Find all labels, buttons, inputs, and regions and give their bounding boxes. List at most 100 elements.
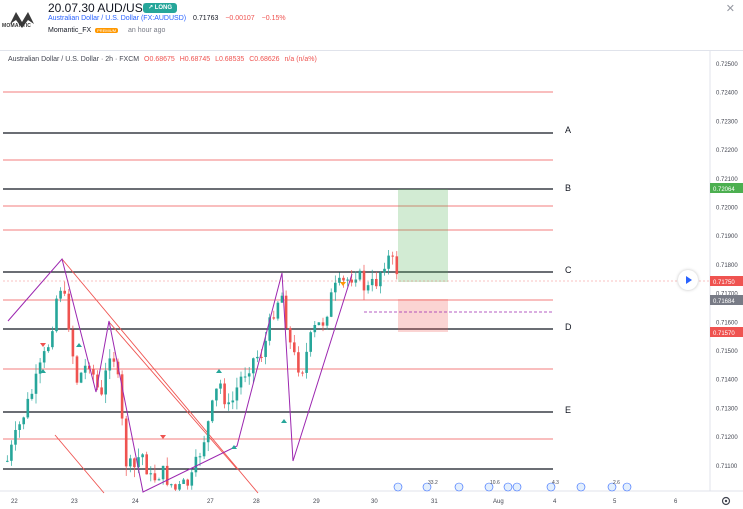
candle-body xyxy=(194,456,198,473)
candle-body xyxy=(264,340,267,358)
price-tick-label: 0.71200 xyxy=(716,435,738,441)
time-axis[interactable]: 22 23 24 27 28 29 30 31 Aug 4 5 6 xyxy=(11,499,678,505)
down-marker-icon xyxy=(340,282,346,286)
candle-body xyxy=(100,387,103,395)
time-tick-label: 23 xyxy=(71,499,78,505)
logo-text: MOMANTIC xyxy=(2,23,32,29)
premium-badge: PREMIUM xyxy=(95,27,119,33)
candle-body xyxy=(112,358,116,362)
event-flag-icon[interactable] xyxy=(546,482,556,492)
price-tag-entry-label: 0.71684 xyxy=(713,299,735,305)
event-flag-icon[interactable] xyxy=(484,482,494,492)
candle-body xyxy=(6,460,9,462)
candle-body xyxy=(346,279,349,281)
momantic-logo-icon[interactable] xyxy=(4,6,40,42)
long-badge-label: LONG xyxy=(154,5,173,11)
candle-body xyxy=(395,256,399,275)
price-tick-label: 0.71700 xyxy=(716,292,738,298)
up-marker-icon xyxy=(76,343,82,347)
event-flag-icon[interactable] xyxy=(512,482,522,492)
candle-body xyxy=(190,472,194,486)
chart-area[interactable]: A B C D E 0.72500 0.72 xyxy=(0,50,743,508)
up-marker-icon xyxy=(216,369,222,373)
candle-body xyxy=(211,400,214,422)
time-tick-label: Aug xyxy=(493,499,504,505)
time-ago: an hour ago xyxy=(127,27,166,34)
long-badge: ↗ LONG xyxy=(143,3,178,13)
legend-open: O0.68675 xyxy=(144,56,175,63)
play-button[interactable] xyxy=(678,270,698,290)
price-tick-label: 0.72500 xyxy=(716,62,738,68)
candle-body xyxy=(75,356,79,383)
legend-change: n/a (n/a%) xyxy=(284,56,317,63)
down-marker-icon xyxy=(160,435,166,439)
event-value-label: 10.6 xyxy=(490,480,500,486)
candle-body xyxy=(18,424,21,430)
candle-body xyxy=(137,457,140,468)
horizontal-levels xyxy=(3,91,553,470)
event-flag-icon[interactable] xyxy=(393,482,403,492)
candle-body xyxy=(67,293,71,330)
candle-body xyxy=(129,458,132,467)
event-flag-icon[interactable] xyxy=(422,482,432,492)
event-flag-icon[interactable] xyxy=(607,482,617,492)
candle-body xyxy=(145,454,148,475)
candle-body xyxy=(133,458,136,468)
up-marker-icon xyxy=(281,419,287,423)
level-label-d: D xyxy=(565,322,572,332)
close-icon[interactable]: ✕ xyxy=(725,3,735,15)
price-tag-target: 0.72064 xyxy=(710,183,743,193)
candle-body xyxy=(149,473,153,475)
symbol-link[interactable]: Australian Dollar / U.S. Dollar (FX:AUDU… xyxy=(48,15,187,22)
candle-body xyxy=(223,383,226,405)
idea-header: MOMANTIC 20.07.30 AUD/USD ↗ LONG Austral… xyxy=(0,0,743,50)
time-tick-label: 30 xyxy=(371,499,378,505)
price-change: −0.00107 xyxy=(225,15,255,22)
candle-body xyxy=(206,421,210,443)
candle-body xyxy=(280,295,284,303)
level-label-b: B xyxy=(565,183,571,193)
profit-zone[interactable] xyxy=(398,189,448,282)
candle-body xyxy=(26,398,30,418)
price-axis[interactable]: 0.72500 0.72400 0.72300 0.72200 0.72100 0.720… xyxy=(716,62,738,470)
candle-body xyxy=(387,255,390,269)
settings-gear-icon[interactable] xyxy=(721,496,731,506)
candle-body xyxy=(55,298,58,332)
candle-body xyxy=(14,429,17,445)
price-tick-label: 0.72000 xyxy=(716,206,738,212)
time-tick-label: 5 xyxy=(613,499,617,505)
candle-body xyxy=(239,376,243,388)
event-value-label: 2.6 xyxy=(613,480,620,486)
economic-events[interactable]: 33.2 10.6 4.3 2.6 xyxy=(393,480,632,492)
event-flag-icon[interactable] xyxy=(576,482,586,492)
up-marker-icon xyxy=(40,369,46,373)
level-label-e: E xyxy=(565,405,571,415)
chart-legend: Australian Dollar / U.S. Dollar · 2h · F… xyxy=(8,56,317,63)
candle-body xyxy=(297,352,300,373)
candle-body xyxy=(63,290,66,294)
candle-body xyxy=(47,347,50,352)
wave-pattern[interactable] xyxy=(7,257,353,493)
long-position-tool[interactable] xyxy=(364,189,553,332)
candle-body xyxy=(51,331,54,348)
candle-body xyxy=(120,374,124,419)
loss-zone[interactable] xyxy=(398,299,448,332)
candle-body xyxy=(141,454,144,458)
event-flag-icon[interactable] xyxy=(503,482,513,492)
event-flag-icon[interactable] xyxy=(454,482,464,492)
candle-body xyxy=(338,277,341,283)
candle-body xyxy=(305,351,308,373)
author-name[interactable]: Momantic_FX xyxy=(48,27,92,34)
candle-body xyxy=(38,362,42,374)
candle-body xyxy=(202,442,206,457)
event-flag-icon[interactable] xyxy=(622,482,632,492)
candle-body xyxy=(235,387,239,401)
price-tag-target-label: 0.72064 xyxy=(713,187,735,193)
price-tick-label: 0.71900 xyxy=(716,234,738,240)
candle-body xyxy=(92,369,95,375)
candle-body xyxy=(22,417,25,425)
candle-body xyxy=(260,356,263,358)
candle-body xyxy=(362,270,366,291)
time-tick-label: 22 xyxy=(11,499,18,505)
